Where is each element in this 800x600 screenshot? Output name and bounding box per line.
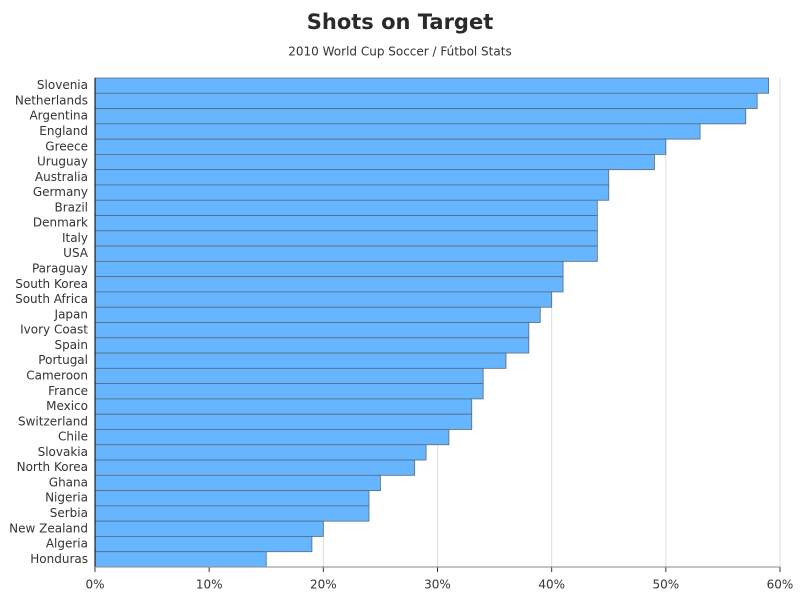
bar [94, 520, 324, 537]
y-tick-label: South Korea [15, 277, 88, 291]
bar [94, 551, 267, 568]
bar [94, 536, 313, 553]
x-tick-label: 50% [652, 578, 679, 592]
y-tick-label: Brazil [55, 200, 89, 214]
bar [94, 429, 450, 446]
y-tick-label: Serbia [50, 506, 88, 520]
x-tick-label: 20% [310, 578, 337, 592]
bar [94, 123, 701, 140]
bar [94, 367, 484, 385]
y-tick-label: Honduras [30, 552, 88, 566]
y-tick-label: Ivory Coast [20, 323, 88, 337]
y-tick-label: Slovenia [37, 78, 88, 92]
bar [94, 398, 473, 415]
y-tick-label: Ghana [49, 475, 88, 489]
bar [94, 184, 610, 201]
bar [94, 169, 610, 186]
bar [94, 490, 370, 507]
y-tick-label: Greece [45, 139, 88, 153]
bar [94, 215, 598, 232]
x-tick-label: 10% [196, 578, 223, 592]
bar [94, 352, 507, 369]
bar [94, 138, 667, 155]
y-tick-label: Algeria [46, 537, 88, 551]
bar [94, 474, 381, 491]
y-tick-label: Nigeria [45, 491, 88, 505]
bar [94, 459, 416, 476]
y-tick-label: Australia [35, 170, 88, 184]
bar [94, 383, 484, 400]
y-tick-label: Cameroon [26, 368, 88, 382]
x-tick-label: 30% [424, 578, 451, 592]
chart-title: Shots on Target [307, 10, 494, 34]
bar [94, 322, 530, 339]
x-tick-label: 60% [767, 578, 794, 592]
bar [94, 245, 598, 262]
y-tick-label: Argentina [29, 109, 88, 123]
y-tick-label: North Korea [17, 460, 88, 474]
y-tick-label: New Zealand [9, 521, 88, 535]
y-tick-label: Netherlands [15, 93, 88, 107]
y-tick-label: Paraguay [32, 262, 88, 276]
y-tick-label: Portugal [38, 353, 88, 367]
y-tick-label: USA [63, 246, 89, 260]
y-tick-label: Slovakia [38, 445, 88, 459]
bar [94, 260, 564, 278]
bar [94, 413, 473, 430]
bar [94, 230, 598, 247]
y-tick-label: Italy [62, 231, 88, 245]
y-tick-label: Japan [54, 307, 88, 321]
y-tick-label: Germany [33, 185, 88, 199]
x-tick-label: 40% [538, 578, 565, 592]
y-tick-label: France [48, 384, 88, 398]
bar [94, 77, 769, 94]
y-tick-label: Switzerland [18, 414, 88, 428]
chart-subtitle: 2010 World Cup Soccer / Fútbol Stats [288, 45, 511, 59]
y-tick-label: Denmark [33, 216, 88, 230]
bar [94, 291, 553, 308]
bar [94, 306, 541, 323]
bar [94, 444, 427, 461]
y-tick-label: South Africa [15, 292, 88, 306]
y-tick-label: Uruguay [37, 155, 88, 169]
y-tick-label: England [39, 124, 88, 138]
bar [94, 92, 758, 109]
bar [94, 337, 530, 354]
bar [94, 199, 598, 216]
bar [94, 276, 564, 293]
y-tick-label: Chile [58, 430, 88, 444]
x-tick-label: 0% [85, 578, 104, 592]
bar [94, 505, 370, 522]
bar [94, 108, 747, 125]
y-tick-label: Spain [54, 338, 88, 352]
bar [94, 154, 655, 171]
y-tick-label: Mexico [46, 399, 88, 413]
